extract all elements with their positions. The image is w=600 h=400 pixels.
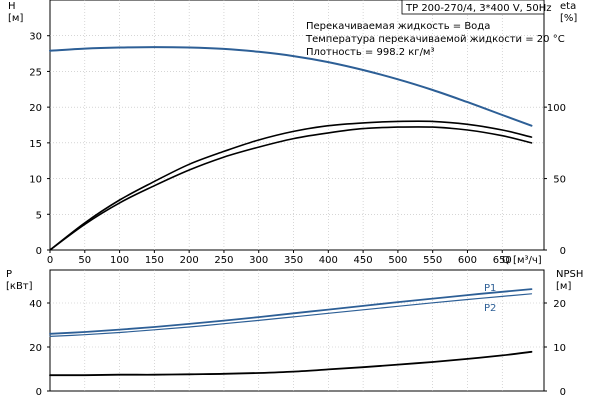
top-plot-frame: [49, 0, 545, 251]
efficiency-curve-2: [49, 126, 533, 251]
x-tick-label: 100: [110, 255, 129, 266]
efficiency-curve-1: [49, 120, 533, 251]
x-axis-title: Q [м³/ч]: [502, 255, 542, 266]
x-tick-label: 400: [319, 255, 338, 266]
top-left-y-tick-label: 10: [29, 175, 42, 186]
info-line-density: Плотность = 998.2 кг/м³: [306, 47, 435, 58]
top-left-axis-unit: [м]: [8, 13, 23, 24]
top-right-y-tick-label: 0: [560, 246, 566, 257]
x-tick-label: 450: [354, 255, 373, 266]
bottom-right-axis-unit: [м]: [556, 281, 571, 292]
axis-ticks: 0 50 100 150 200 250 300 350 400 450 500 550 600 6500…: [29, 32, 566, 398]
x-tick-label: 500: [388, 255, 407, 266]
x-tick-label: 650: [493, 255, 512, 266]
bottom-left-y-tick-label: 0: [36, 387, 42, 398]
top-left-y-tick-label: 30: [29, 32, 42, 43]
top-grid: [50, 0, 544, 250]
bottom-right-y-tick-label: 20: [553, 299, 566, 310]
top-right-y-tick-label: 100: [547, 103, 566, 114]
x-tick-label: 300: [249, 255, 268, 266]
top-right-axis-symbol: eta: [560, 1, 576, 12]
bottom-plot-frame: [49, 269, 545, 392]
series-label-p2: P2: [484, 303, 496, 314]
top-right-y-tick-label: 50: [553, 175, 566, 186]
top-left-y-tick-label: 20: [29, 103, 42, 114]
bottom-right-y-tick-label: 10: [553, 343, 566, 354]
power-curve-p2: [49, 293, 533, 337]
bottom-left-y-tick-label: 40: [29, 299, 42, 310]
bottom-grid: [50, 270, 544, 391]
info-line-temperature: Температура перекачиваемой жидкости = 20…: [305, 34, 565, 45]
top-left-y-tick-label: 0: [36, 246, 42, 257]
title-box: [401, 0, 545, 15]
x-tick-label: 200: [180, 255, 199, 266]
top-left-y-tick-label: 5: [36, 210, 42, 221]
bottom-right-y-tick-label: 0: [560, 387, 566, 398]
x-tick-label: 250: [214, 255, 233, 266]
top-left-axis-symbol: H: [8, 1, 16, 12]
series-label-p1: P1: [484, 283, 496, 294]
top-right-axis-unit: [%]: [560, 13, 577, 24]
head-curve: [49, 46, 533, 127]
bottom-right-axis-symbol: NPSH: [556, 269, 583, 280]
top-left-y-tick-label: 25: [29, 67, 42, 78]
bottom-left-axis-unit: [кВт]: [6, 281, 33, 292]
bottom-left-y-tick-label: 20: [29, 343, 42, 354]
bottom-left-axis-symbol: P: [6, 269, 12, 280]
x-tick-label: 50: [78, 255, 91, 266]
x-tick-label: 550: [423, 255, 442, 266]
x-tick-label: 150: [145, 255, 164, 266]
x-tick-label: 350: [284, 255, 303, 266]
x-tick-label: 600: [458, 255, 477, 266]
npsh-curve: [49, 350, 533, 377]
top-left-y-tick-label: 15: [29, 139, 42, 150]
x-tick-label: 0: [47, 255, 53, 266]
power-curve-p1: [49, 288, 533, 335]
info-line-liquid: Перекачиваемая жидкость = Вода: [306, 21, 490, 32]
chart-title: TP 200-270/4, 3*400 V, 50Hz: [405, 3, 552, 14]
chart-series: [49, 46, 533, 377]
